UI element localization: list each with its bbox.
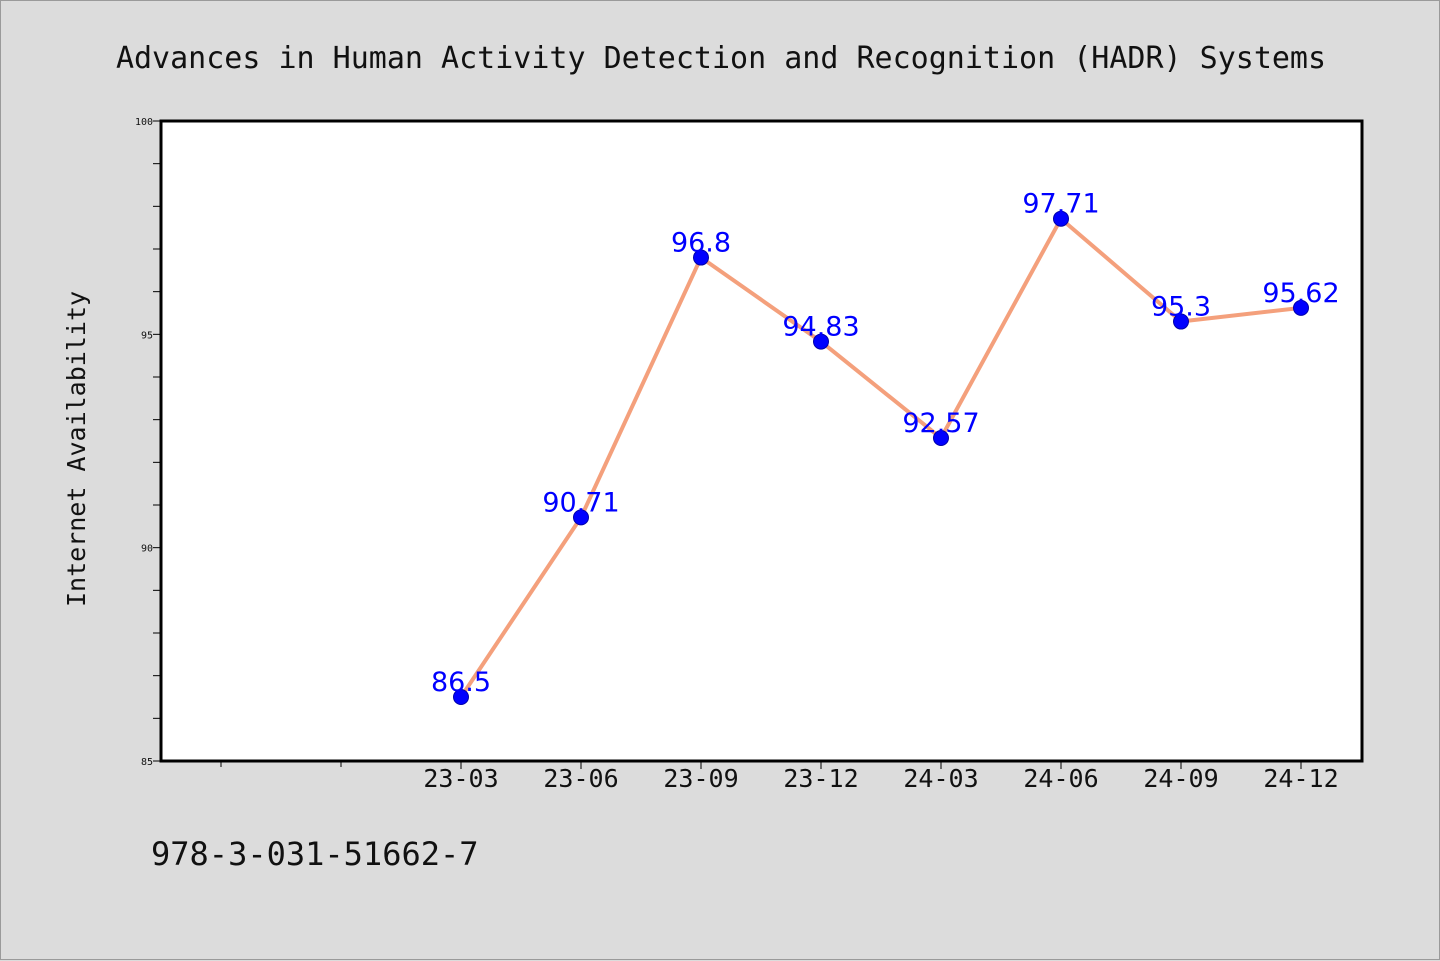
x-tick-label: 24-06	[1023, 764, 1098, 793]
series-layer: 86.5 90.71 96.8 94.83 92.57 97.71 95.3 95.62	[431, 189, 1340, 705]
isbn-caption: 978-3-031-51662-7	[151, 835, 479, 873]
data-point	[933, 430, 949, 447]
x-tick-label: 24-09	[1143, 764, 1218, 793]
y-tick-label: 85	[141, 757, 153, 768]
chart-title: Advances in Human Activity Detection and…	[116, 41, 1326, 76]
x-tick-label: 24-03	[903, 764, 978, 793]
data-point	[693, 249, 709, 266]
x-tick-label: 23-06	[543, 764, 618, 793]
data-point	[813, 333, 829, 350]
data-point	[1053, 210, 1069, 227]
plot-area	[159, 119, 1364, 763]
data-label: 95.62	[1262, 278, 1339, 309]
y-axis-ticks: 85 90 95 100	[135, 117, 161, 768]
data-point	[573, 509, 589, 526]
data-label: 95.3	[1151, 292, 1211, 323]
data-label: 96.8	[671, 228, 731, 259]
data-label: 94.83	[782, 312, 859, 343]
x-tick-label: 23-03	[423, 764, 498, 793]
series-line	[459, 216, 1302, 699]
x-tick-label: 23-12	[783, 764, 858, 793]
x-tick-label: 23-09	[663, 764, 738, 793]
data-point	[1173, 313, 1189, 330]
y-tick-label: 95	[141, 330, 153, 341]
data-point	[1293, 299, 1309, 316]
data-point	[453, 689, 469, 705]
y-tick-label: 100	[135, 117, 153, 128]
x-tick-label: 24-12	[1263, 764, 1338, 793]
data-label: 86.5	[431, 667, 491, 698]
data-label: 92.57	[902, 408, 979, 439]
data-label: 97.71	[1022, 189, 1099, 220]
data-label: 90.71	[542, 487, 619, 518]
y-tick-label: 90	[141, 544, 153, 555]
x-axis-ticks: 23-03 23-06 23-09 23-12 24-03 24-06 24-09 24-12	[220, 761, 1339, 793]
y-axis-label: Internet Availability	[62, 291, 91, 607]
